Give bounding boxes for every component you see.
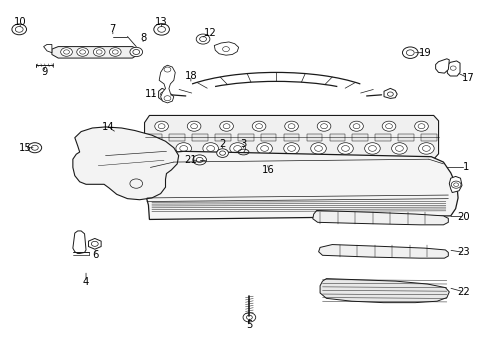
Circle shape: [28, 143, 41, 153]
Text: 10: 10: [14, 17, 26, 27]
Polygon shape: [260, 134, 276, 141]
Text: 15: 15: [19, 143, 31, 153]
Polygon shape: [238, 134, 253, 141]
Text: 20: 20: [457, 212, 469, 221]
Polygon shape: [318, 244, 447, 258]
Text: 6: 6: [92, 250, 99, 260]
Polygon shape: [215, 134, 230, 141]
Polygon shape: [73, 127, 178, 200]
Polygon shape: [88, 238, 101, 249]
Text: 18: 18: [184, 71, 197, 81]
Text: 12: 12: [203, 28, 216, 38]
Text: 7: 7: [109, 24, 116, 35]
Circle shape: [256, 143, 272, 154]
Circle shape: [109, 48, 121, 56]
Text: 11: 11: [144, 89, 157, 99]
Text: 3: 3: [240, 139, 246, 149]
Circle shape: [284, 121, 298, 131]
Polygon shape: [329, 134, 345, 141]
Circle shape: [243, 313, 255, 322]
Circle shape: [252, 121, 265, 131]
Polygon shape: [169, 134, 184, 141]
Circle shape: [93, 48, 105, 56]
Polygon shape: [144, 151, 457, 220]
Text: 16: 16: [261, 165, 274, 175]
Polygon shape: [320, 279, 448, 303]
Polygon shape: [144, 116, 438, 159]
Circle shape: [317, 121, 330, 131]
Circle shape: [382, 121, 395, 131]
Circle shape: [310, 143, 325, 154]
Circle shape: [229, 143, 245, 154]
Text: 23: 23: [457, 247, 469, 257]
Text: 5: 5: [245, 320, 252, 330]
Text: 4: 4: [83, 277, 89, 287]
Polygon shape: [52, 46, 138, 58]
Text: 9: 9: [41, 67, 48, 77]
Text: 17: 17: [461, 73, 473, 83]
Circle shape: [154, 24, 169, 35]
Polygon shape: [159, 65, 175, 103]
Text: 2: 2: [219, 139, 225, 149]
Polygon shape: [146, 134, 162, 141]
Polygon shape: [214, 42, 238, 55]
Polygon shape: [374, 134, 390, 141]
Circle shape: [176, 143, 191, 154]
Circle shape: [61, 48, 72, 56]
Text: 14: 14: [102, 122, 114, 132]
Text: 22: 22: [457, 287, 469, 297]
Circle shape: [203, 143, 218, 154]
Circle shape: [149, 143, 164, 154]
Circle shape: [402, 47, 417, 58]
Text: 21: 21: [184, 155, 197, 165]
Text: 13: 13: [155, 17, 167, 27]
Polygon shape: [448, 176, 461, 193]
Circle shape: [418, 143, 433, 154]
Circle shape: [196, 34, 209, 44]
Circle shape: [219, 121, 233, 131]
Circle shape: [77, 48, 88, 56]
Polygon shape: [383, 88, 396, 98]
Circle shape: [130, 47, 142, 57]
Circle shape: [192, 155, 206, 165]
Circle shape: [337, 143, 352, 154]
Polygon shape: [306, 134, 322, 141]
Circle shape: [283, 143, 299, 154]
Text: 1: 1: [462, 162, 468, 172]
Polygon shape: [158, 88, 168, 100]
Circle shape: [414, 121, 427, 131]
Polygon shape: [420, 134, 436, 141]
Circle shape: [216, 149, 228, 157]
Polygon shape: [73, 231, 86, 253]
Text: 19: 19: [418, 48, 430, 58]
Polygon shape: [352, 134, 367, 141]
Polygon shape: [283, 134, 299, 141]
Circle shape: [349, 121, 363, 131]
Polygon shape: [397, 134, 413, 141]
Polygon shape: [447, 61, 459, 76]
Circle shape: [187, 121, 201, 131]
Polygon shape: [435, 59, 448, 73]
Circle shape: [391, 143, 407, 154]
Circle shape: [12, 24, 26, 35]
Circle shape: [364, 143, 380, 154]
Circle shape: [155, 121, 168, 131]
Polygon shape: [43, 44, 52, 53]
Polygon shape: [192, 134, 207, 141]
Text: 8: 8: [140, 33, 146, 43]
Polygon shape: [312, 211, 447, 225]
